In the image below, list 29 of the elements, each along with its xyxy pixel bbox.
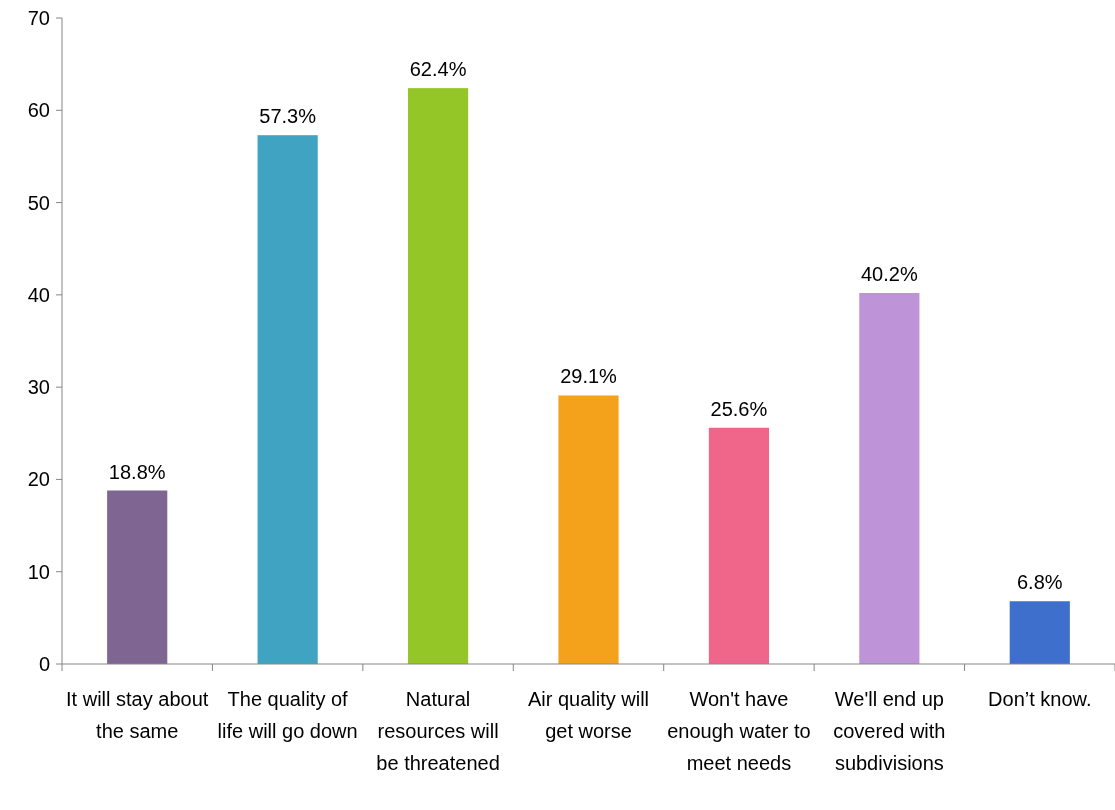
y-tick-label: 60 bbox=[27, 99, 50, 122]
data-label: 18.8% bbox=[108, 460, 166, 483]
x-tick-label: It will stay about the same bbox=[66, 688, 209, 742]
data-label: 40.2% bbox=[861, 263, 918, 286]
y-tick-label: 50 bbox=[27, 191, 50, 214]
bar bbox=[257, 135, 318, 664]
data-label: 6.8% bbox=[1016, 571, 1063, 594]
y-tick-label: 20 bbox=[27, 468, 50, 491]
x-tick-label: Won't have enough water to meet needs bbox=[667, 688, 811, 774]
x-tick-label: We'll end up covered with subdivisions bbox=[833, 688, 946, 774]
data-label: 25.6% bbox=[710, 397, 768, 420]
x-tick-label: Don’t know. bbox=[988, 688, 1092, 710]
bar bbox=[558, 395, 619, 664]
x-tick-label: Natural resources will be threatened bbox=[376, 688, 500, 774]
y-tick-label: 10 bbox=[27, 560, 50, 583]
data-label: 62.4% bbox=[409, 58, 467, 81]
x-tick-label: The quality of life will go down bbox=[217, 688, 358, 742]
y-tick-label: 30 bbox=[27, 376, 50, 399]
x-tick-label: Air quality will get worse bbox=[527, 688, 650, 742]
data-label: 29.1% bbox=[560, 365, 618, 388]
data-label: 57.3% bbox=[259, 105, 317, 128]
bar bbox=[1009, 601, 1070, 664]
bar bbox=[859, 293, 920, 664]
bar bbox=[107, 490, 168, 664]
bar bbox=[407, 88, 469, 664]
y-tick-label: 70 bbox=[27, 7, 50, 29]
y-tick-label: 0 bbox=[38, 653, 50, 675]
y-tick-label: 40 bbox=[27, 283, 50, 306]
bar bbox=[708, 427, 770, 664]
